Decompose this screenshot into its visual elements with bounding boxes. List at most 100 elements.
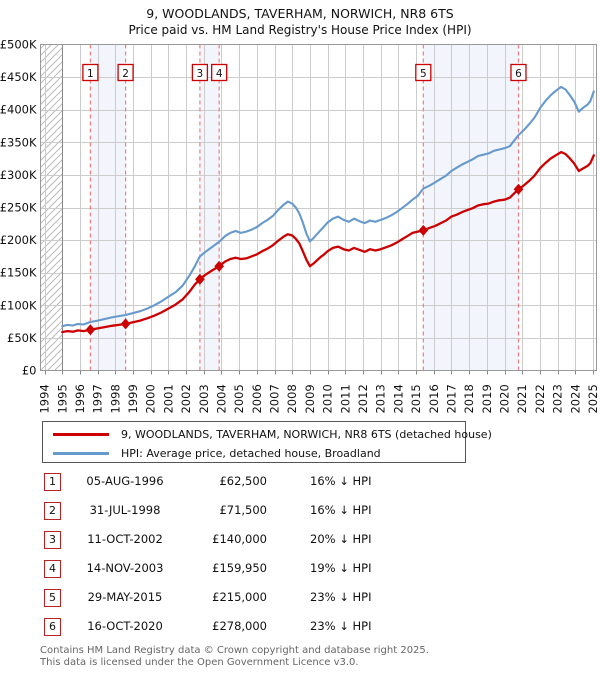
license-footer: Contains HM Land Registry data © Crown c… (40, 645, 580, 669)
x-tick-label: 2024 (568, 384, 582, 413)
x-tick-label: 2004 (214, 384, 228, 413)
y-tick-label: £0 (22, 364, 37, 378)
x-tick-label: 1997 (91, 384, 105, 413)
x-tick-label: 2022 (533, 384, 547, 413)
sale-hpi-delta: 23% ↓ HPI (310, 619, 372, 633)
plot-border (40, 44, 597, 371)
sale-hpi-delta: 16% ↓ HPI (310, 503, 372, 517)
sale-price: £140,000 (212, 532, 267, 546)
x-tick-label: 2009 (303, 384, 317, 413)
price-chart: £0 £50K £100K £150K £200K £250K £300K £350K £400… (0, 38, 600, 418)
footer-line-1: Contains HM Land Registry data © Crown c… (40, 645, 429, 656)
sale-marker (418, 224, 429, 236)
x-tick-label: 2018 (462, 384, 476, 413)
sale-number-box (211, 63, 228, 82)
hpi-line-swatch (53, 452, 109, 455)
sale-hpi-delta: 19% ↓ HPI (310, 561, 372, 575)
sale-number-badge: 3 (44, 531, 61, 549)
sale-marker (85, 324, 96, 336)
sale-price: £71,500 (219, 503, 267, 517)
ownership-band (423, 44, 519, 371)
sale-number-badge: 5 (44, 589, 61, 607)
sale-date: 29-MAY-2015 (87, 590, 163, 604)
table-row: 2 31-JUL-1998 £71,500 16% ↓ HPI (40, 499, 560, 528)
sale-price: £159,950 (212, 561, 267, 575)
x-tick-label: 2000 (144, 384, 158, 413)
sale-marker (120, 318, 131, 330)
price-line (61, 150, 595, 334)
x-tick-label: 2015 (409, 384, 423, 413)
sale-price: £62,500 (219, 474, 267, 488)
sale-date: 11-OCT-2002 (87, 532, 163, 546)
pre-data-hatch (40, 44, 63, 371)
y-tick-label: £350K (0, 135, 37, 149)
x-tick-label: 1998 (108, 384, 122, 413)
x-tick-label: 2001 (161, 384, 175, 413)
sale-date: 16-OCT-2020 (87, 619, 163, 633)
sale-number-box (415, 63, 432, 82)
y-tick-label: £300K (0, 168, 37, 182)
x-tick-label: 2012 (356, 384, 370, 413)
y-tick-label: £50K (7, 331, 37, 345)
x-tick-label: 2013 (374, 384, 388, 413)
sale-marker (214, 260, 224, 272)
y-tick-label: £400K (0, 103, 37, 117)
hpi-line (61, 85, 595, 328)
x-tick-label: 1999 (126, 384, 140, 413)
sales-table: 1 05-AUG-1996 £62,500 16% ↓ HPI 2 31-JUL… (40, 470, 560, 644)
legend-label-hpi: HPI: Average price, detached house, Broa… (121, 447, 381, 460)
sale-date: 05-AUG-1996 (86, 474, 164, 488)
sale-date: 31-JUL-1998 (89, 503, 161, 517)
sale-number-label: 3 (197, 68, 204, 80)
x-tick-label: 2007 (268, 384, 282, 413)
legend-item-hpi: HPI: Average price, detached house, Broa… (43, 444, 465, 463)
sale-date: 14-NOV-2003 (86, 561, 164, 575)
sale-hpi-delta: 16% ↓ HPI (310, 474, 372, 488)
y-tick-label: £150K (0, 266, 37, 280)
sale-marker (195, 273, 205, 285)
x-tick-label: 1996 (73, 384, 87, 413)
page-title: 9, WOODLANDS, TAVERHAM, NORWICH, NR8 6TS (146, 6, 454, 21)
x-tick-label: 2019 (480, 384, 494, 413)
sale-number-box (117, 63, 134, 82)
sale-number-badge: 6 (44, 618, 61, 636)
y-tick-label: £200K (0, 233, 37, 247)
sale-hpi-delta: 23% ↓ HPI (310, 590, 372, 604)
sale-marker (513, 183, 524, 195)
table-row: 3 11-OCT-2002 £140,000 20% ↓ HPI (40, 528, 560, 557)
x-tick-label: 2003 (197, 384, 211, 413)
x-tick-label: 2006 (250, 384, 264, 413)
x-tick-label: 2011 (338, 384, 352, 413)
footer-line-2: This data is licensed under the Open Gov… (40, 657, 359, 668)
table-row: 6 16-OCT-2020 £278,000 23% ↓ HPI (40, 615, 560, 644)
sale-number-label: 2 (122, 68, 129, 80)
x-tick-label: 2002 (179, 384, 193, 413)
x-tick-label: 2017 (444, 384, 458, 413)
x-tick-label: 2008 (285, 384, 299, 413)
legend-item-price: 9, WOODLANDS, TAVERHAM, NORWICH, NR8 6TS… (43, 425, 492, 444)
sale-number-box (191, 63, 209, 82)
price-chart-svg: £0 £50K £100K £150K £200K £250K £300K £350K £400… (0, 38, 600, 414)
x-tick-label: 2023 (551, 384, 565, 413)
table-row: 4 14-NOV-2003 £159,950 19% ↓ HPI (40, 557, 560, 586)
sale-number-badge: 4 (44, 560, 61, 578)
table-row: 5 29-MAY-2015 £215,000 23% ↓ HPI (40, 586, 560, 615)
sale-number-label: 5 (420, 68, 427, 80)
x-tick-label: 2020 (498, 384, 512, 413)
x-tick-label: 2016 (427, 384, 441, 413)
price-line-swatch (53, 433, 109, 436)
x-tick-label: 2005 (232, 384, 246, 413)
ownership-band (199, 44, 220, 371)
y-tick-label: £250K (0, 201, 37, 215)
sale-number-label: 4 (216, 68, 223, 80)
y-tick-label: £100K (0, 298, 37, 312)
x-tick-label: 1995 (55, 384, 69, 413)
y-tick-label: £500K (0, 40, 37, 52)
sale-number-badge: 1 (44, 473, 61, 491)
sale-price: £215,000 (212, 590, 267, 604)
sale-number-label: 6 (515, 68, 522, 80)
sale-number-label: 1 (87, 68, 94, 80)
sale-number-box (82, 63, 99, 82)
x-tick-label: 2025 (586, 384, 600, 413)
